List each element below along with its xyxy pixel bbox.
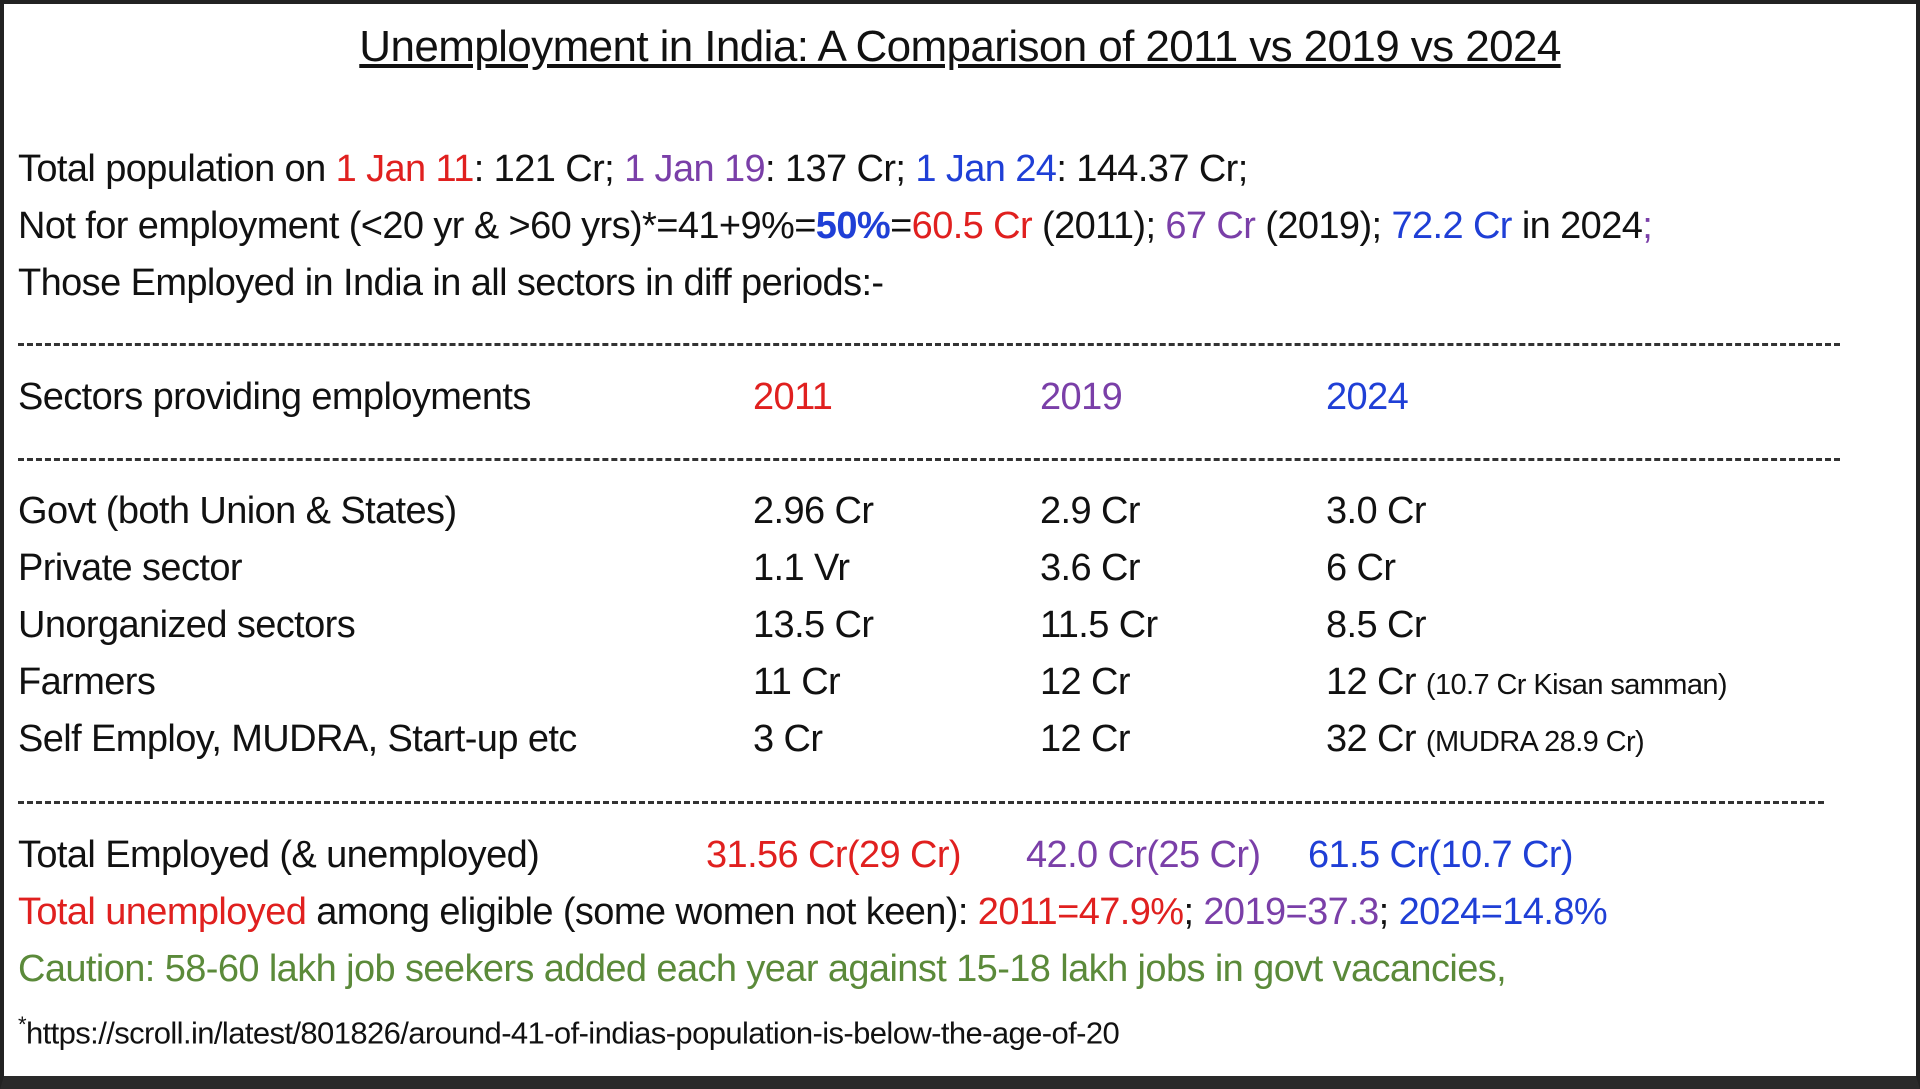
unemployed-line: Total unemployed among eligible (some wo… <box>18 891 1608 934</box>
divider <box>18 801 1824 804</box>
date-2024: 1 Jan 24 <box>915 148 1057 190</box>
cell-2024: 6 Cr <box>1326 547 1396 589</box>
header-2019: 2019 <box>1040 376 1123 418</box>
text: among eligible (some women not keen): <box>306 891 978 933</box>
cell-note: (MUDRA 28.9 Cr) <box>1425 726 1645 758</box>
text: = <box>890 205 912 247</box>
cell-2024: 12 Cr <box>1326 661 1417 703</box>
page-title: Unemployment in India: A Comparison of 2… <box>359 22 1561 71</box>
cell-2019: 12 Cr <box>1040 661 1131 703</box>
value-2019: 67 Cr <box>1165 205 1256 247</box>
date-2019: 1 Jan 19 <box>624 148 766 190</box>
value-2011: 60.5 Cr <box>911 205 1033 247</box>
employed-intro: Those Employed in India in all sectors i… <box>18 262 884 304</box>
footnote-url: https://scroll.in/latest/801826/around-4… <box>25 1015 1120 1051</box>
divider <box>18 343 1840 346</box>
cell-2011: 1.1 Vr <box>753 547 850 589</box>
header-2011: 2011 <box>753 376 833 418</box>
cell-2011: 13.5 Cr <box>753 604 874 646</box>
caution-line: Caution: 58-60 lakh job seekers added ea… <box>18 948 1507 990</box>
total-row: Total Employed (& unemployed) 31.56 Cr(29… <box>18 834 1574 877</box>
row-label: Farmers <box>18 661 156 703</box>
table-row: Govt (both Union & States) 2.96 Cr 2.9 Cr 3… <box>18 490 1426 533</box>
cell-2024: 8.5 Cr <box>1326 604 1426 646</box>
row-label: Govt (both Union & States) <box>18 490 457 532</box>
value-2024: 72.2 Cr <box>1391 205 1512 247</box>
cell-2019: 12 Cr <box>1040 718 1131 760</box>
population-line: Total population on 1 Jan 11: 121 Cr; 1 … <box>18 148 1248 191</box>
cell-2019: 3.6 Cr <box>1040 547 1140 589</box>
text: Not for employment (<20 yr & >60 yrs)*=4… <box>18 205 816 247</box>
text: in 2024 <box>1511 205 1643 247</box>
text: (2019); <box>1255 205 1392 247</box>
footnote: *https://scroll.in/latest/801826/around-… <box>18 1012 1120 1051</box>
table-header: Sectors providing employments 2011 2019 202… <box>18 376 1409 419</box>
pop-2011: : 121 Cr; <box>473 148 625 190</box>
text: ; <box>1183 891 1204 933</box>
total-2019: 42.0 Cr(25 Cr) <box>1026 834 1261 876</box>
footnote-star: * <box>18 1012 27 1037</box>
header-label: Sectors providing employments <box>18 376 531 418</box>
divider <box>18 458 1840 461</box>
rate-2011: 2011=47.9% <box>977 891 1184 933</box>
total-label: Total Employed (& unemployed) <box>18 834 540 876</box>
table-row: Unorganized sectors 13.5 Cr 11.5 Cr 8.5 Cr <box>18 604 1426 647</box>
total-2024: 61.5 Cr(10.7 Cr) <box>1308 834 1574 876</box>
row-label: Self Employ, MUDRA, Start-up etc <box>18 718 577 760</box>
date-2011: 1 Jan 11 <box>335 148 475 190</box>
text: Total population on <box>18 148 336 190</box>
table-row: Farmers 11 Cr 12 Cr 12 Cr (10.7 Cr Kisan sa… <box>18 661 1728 704</box>
cell-2024: 3.0 Cr <box>1326 490 1426 532</box>
pop-2019: : 137 Cr; <box>765 148 916 190</box>
cell-2024: 32 Cr <box>1326 718 1417 760</box>
cell-2011: 11 Cr <box>753 661 841 703</box>
total-2011: 31.56 Cr(29 Cr) <box>706 834 962 876</box>
table-row: Self Employ, MUDRA, Start-up etc 3 Cr 12 C… <box>18 718 1645 761</box>
cell-2011: 2.96 Cr <box>753 490 874 532</box>
row-label: Private sector <box>18 547 243 589</box>
pop-2024: : 144.37 Cr; <box>1056 148 1248 190</box>
text: ; <box>1642 205 1653 247</box>
cell-2019: 2.9 Cr <box>1040 490 1140 532</box>
text: (2011); <box>1032 205 1166 247</box>
cell-2011: 3 Cr <box>753 718 823 760</box>
cell-2019: 11.5 Cr <box>1040 604 1158 646</box>
table-row: Private sector 1.1 Vr 3.6 Cr 6 Cr <box>18 547 1396 590</box>
text: Total unemployed <box>18 891 307 933</box>
row-label: Unorganized sectors <box>18 604 356 646</box>
pct: 50% <box>815 205 891 247</box>
not-employment-line: Not for employment (<20 yr & >60 yrs)*=4… <box>18 205 1653 248</box>
header-2024: 2024 <box>1326 376 1409 418</box>
text: ; <box>1378 891 1399 933</box>
rate-2024: 2024=14.8% <box>1398 891 1608 933</box>
cell-note: (10.7 Cr Kisan samman) <box>1425 669 1728 701</box>
rate-2019: 2019=37.3 <box>1203 891 1379 933</box>
